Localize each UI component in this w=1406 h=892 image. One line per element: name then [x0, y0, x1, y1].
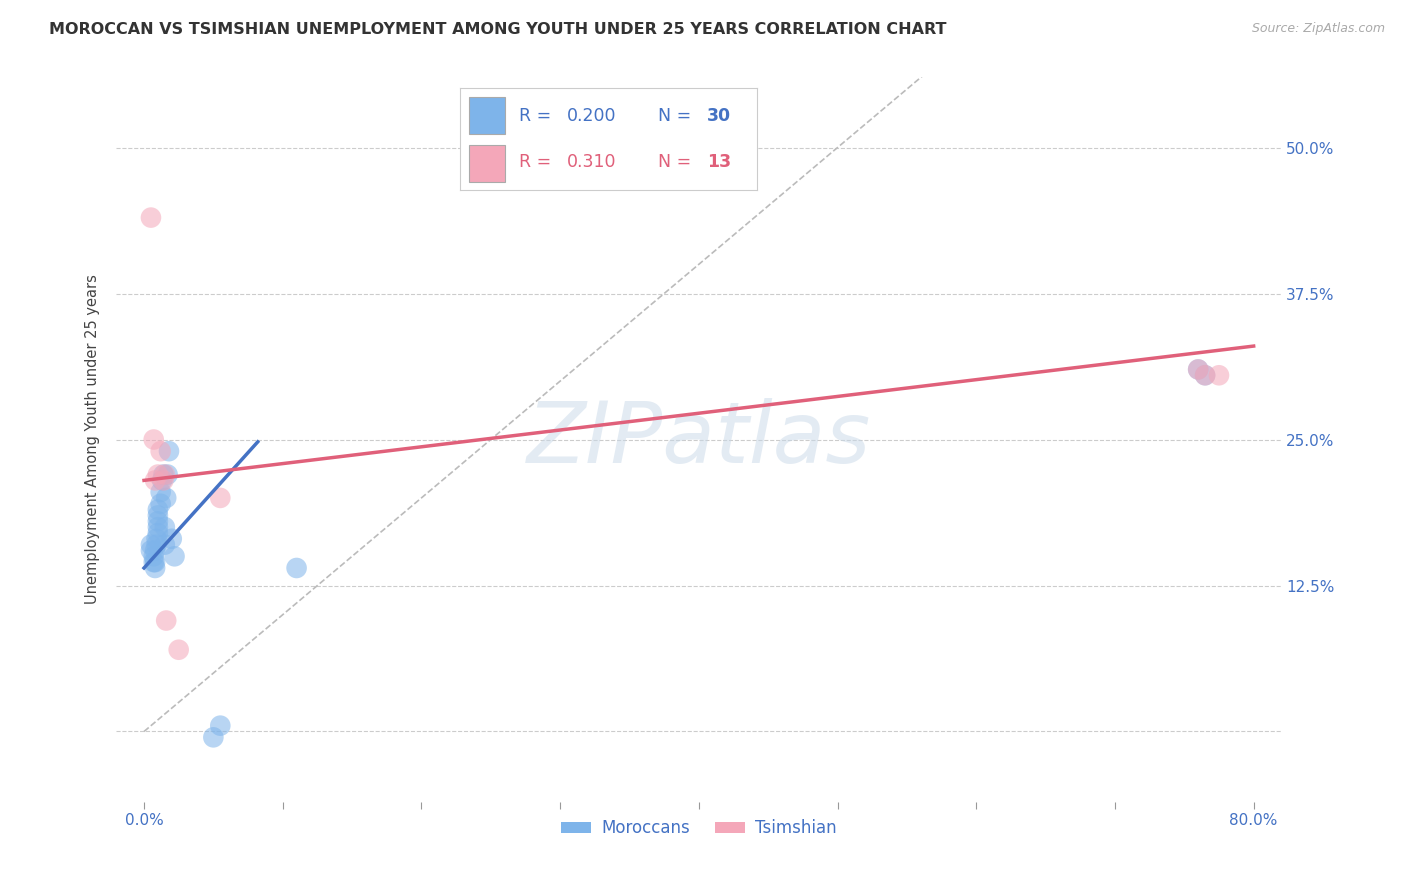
Point [139, 211, 162, 225]
Point [142, 555, 165, 569]
Point [142, 549, 165, 564]
Point [152, 467, 174, 482]
Point [143, 555, 166, 569]
Text: Source: ZipAtlas.com: Source: ZipAtlas.com [1251, 22, 1385, 36]
Point [209, 491, 232, 505]
Point [202, 731, 225, 745]
Point [139, 543, 162, 558]
Point [146, 520, 169, 534]
Point [149, 485, 172, 500]
Point [153, 520, 176, 534]
Point [285, 561, 308, 575]
Point [146, 514, 169, 528]
Point [153, 538, 176, 552]
Point [1187, 362, 1209, 376]
Text: MOROCCAN VS TSIMSHIAN UNEMPLOYMENT AMONG YOUTH UNDER 25 YEARS CORRELATION CHART: MOROCCAN VS TSIMSHIAN UNEMPLOYMENT AMONG… [49, 22, 946, 37]
Point [149, 497, 172, 511]
Point [1194, 368, 1216, 383]
Point [146, 525, 169, 540]
Point [157, 444, 180, 458]
Point [152, 474, 174, 488]
Point [145, 532, 167, 546]
Point [143, 474, 166, 488]
Text: ZIPatlas: ZIPatlas [527, 398, 870, 481]
Point [145, 538, 167, 552]
Point [209, 719, 232, 733]
Point [155, 491, 177, 505]
Point [156, 467, 179, 482]
Point [1194, 368, 1216, 383]
Point [139, 538, 162, 552]
Point [149, 444, 172, 458]
Point [146, 467, 169, 482]
Point [167, 642, 190, 657]
Y-axis label: Unemployment Among Youth under 25 years: Unemployment Among Youth under 25 years [86, 275, 100, 605]
Point [146, 508, 169, 523]
Point [1208, 368, 1230, 383]
Point [163, 549, 186, 564]
Point [142, 433, 165, 447]
Point [143, 561, 166, 575]
Point [150, 474, 173, 488]
Point [153, 467, 176, 482]
Point [160, 532, 183, 546]
Point [1187, 362, 1209, 376]
Legend: Moroccans, Tsimshian: Moroccans, Tsimshian [554, 813, 844, 844]
Point [155, 614, 177, 628]
Point [143, 543, 166, 558]
Point [146, 502, 169, 516]
